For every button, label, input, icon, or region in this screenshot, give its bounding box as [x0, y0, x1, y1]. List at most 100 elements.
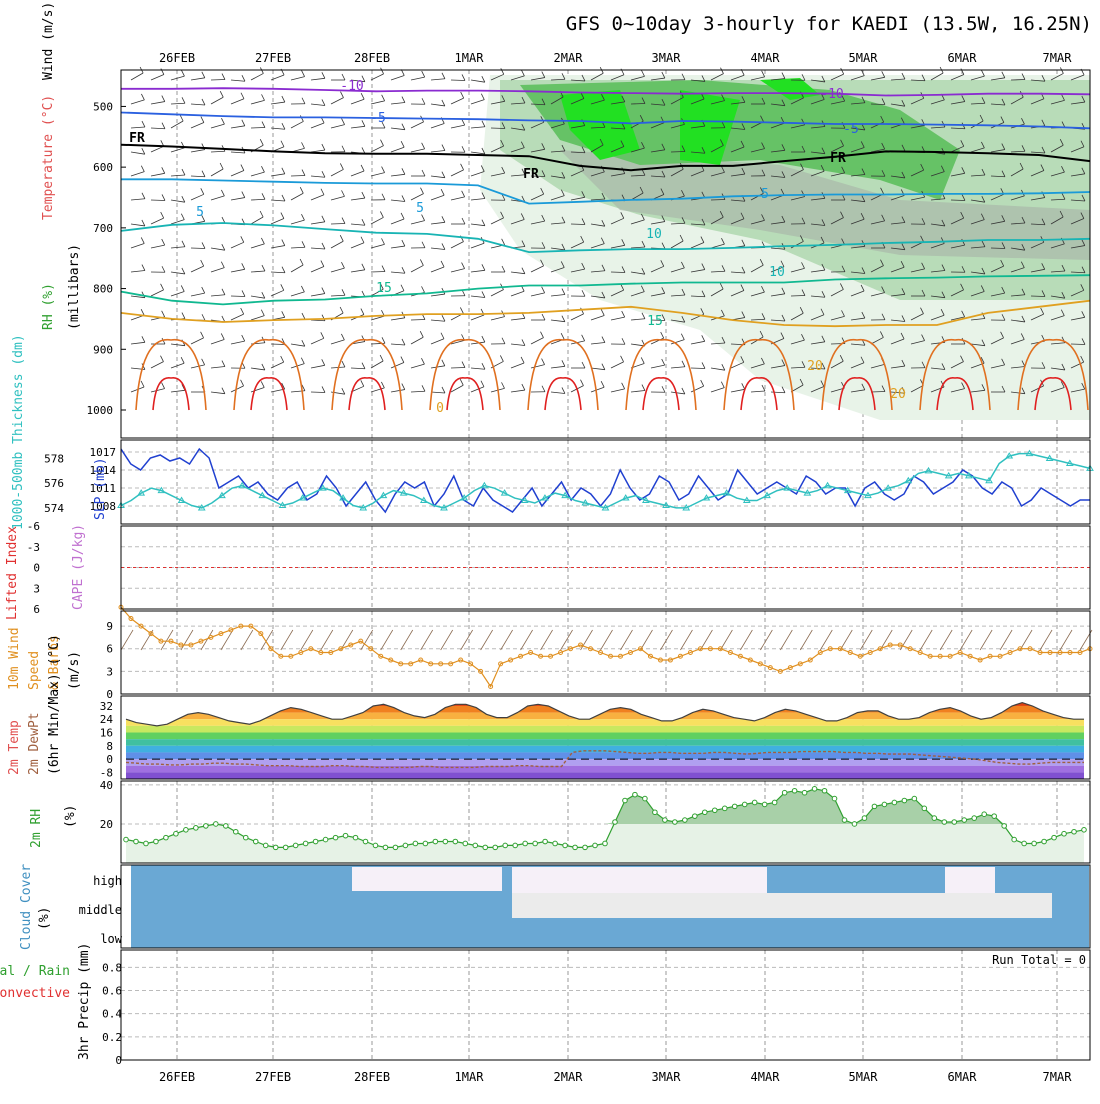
- rh-point: [683, 818, 688, 823]
- ua-ytick-label: 500: [93, 100, 113, 113]
- ua-label-wind: Wind (m/s): [41, 2, 56, 80]
- date-label-bottom: 6MAR: [948, 1070, 978, 1084]
- rh-point: [473, 843, 478, 848]
- slp-axis-label: 1000-500mb Thickness (dm): [11, 334, 26, 530]
- temp-color-band: [126, 772, 1084, 779]
- rh-point: [403, 843, 408, 848]
- rh-point: [573, 845, 578, 850]
- rh-point: [1012, 837, 1017, 842]
- rh-point: [493, 845, 498, 850]
- cloud-gap-mid: [512, 893, 1052, 918]
- rh-point: [942, 820, 947, 825]
- temp-label-line: 2m DewPt: [27, 712, 42, 775]
- rh-point: [772, 800, 777, 805]
- rh-point: [184, 828, 189, 833]
- rh-point: [693, 814, 698, 819]
- rh-point: [293, 843, 298, 848]
- rh-point: [912, 796, 917, 801]
- date-label-top: 7MAR: [1043, 51, 1073, 65]
- thk-ytick-label: 574: [44, 502, 64, 515]
- rh-point: [413, 841, 418, 846]
- contour-label: 5: [416, 201, 424, 216]
- rh-point: [802, 790, 807, 795]
- rh-point: [243, 835, 248, 840]
- rh-point: [872, 804, 877, 809]
- temp-color-band: [126, 739, 1084, 746]
- rh-point: [932, 816, 937, 821]
- rh-point: [842, 818, 847, 823]
- temp-label-line: 2m Temp: [7, 720, 22, 775]
- rh-point: [1062, 831, 1067, 836]
- rh-point: [134, 839, 139, 844]
- rh-ytick-label: 40: [100, 779, 113, 792]
- rh-point: [742, 802, 747, 807]
- rh-point: [373, 843, 378, 848]
- ua-ytick-label: 1000: [87, 404, 114, 417]
- precip-convective-label: Convective: [0, 986, 70, 1001]
- rh-point: [643, 796, 648, 801]
- slp-ytick-label: 1017: [90, 446, 117, 459]
- date-label-top: 3MAR: [652, 51, 682, 65]
- rh-point: [583, 845, 588, 850]
- rh-point: [433, 839, 438, 844]
- rh-point: [543, 839, 548, 844]
- precip-ytick-label: 0.8: [102, 961, 122, 974]
- cape-axis-label: CAPE (J/kg): [71, 524, 86, 610]
- date-label-top: 6MAR: [948, 51, 978, 65]
- temp-ytick-label: 0: [106, 753, 113, 766]
- date-label-top: 26FEB: [159, 51, 195, 65]
- contour-label: 10: [769, 265, 785, 280]
- rh-point: [343, 833, 348, 838]
- cloud-gap-high-3: [945, 867, 995, 893]
- cloud-layer-label: high: [93, 874, 122, 888]
- chart-title: GFS 0~10day 3-hourly for KAEDI (13.5W, 1…: [566, 13, 1092, 35]
- rh-point: [174, 831, 179, 836]
- rh-point: [563, 843, 568, 848]
- temp-color-band: [126, 733, 1084, 740]
- cloud-gap-high-2: [512, 867, 767, 893]
- wind-label-line: (m/s): [67, 651, 82, 690]
- date-label-top: 27FEB: [255, 51, 291, 65]
- rh-point: [553, 841, 558, 846]
- li-axis-label: Lifted Index: [5, 526, 20, 620]
- li-ytick-label: 3: [33, 582, 40, 595]
- contour-label: -10: [820, 87, 843, 102]
- rh-point: [253, 839, 258, 844]
- rh-point: [453, 839, 458, 844]
- contour-label: 0: [436, 401, 444, 416]
- rh-point: [882, 802, 887, 807]
- ua-label-millibars: (millibars): [67, 244, 82, 330]
- rh-point: [972, 816, 977, 821]
- rh-point: [283, 845, 288, 850]
- cloud-layer-label: middle: [79, 903, 122, 917]
- rh-point: [603, 841, 608, 846]
- slp-axis-label-right: SLP (mb): [93, 457, 108, 520]
- rh-point: [653, 810, 658, 815]
- rh-point: [673, 820, 678, 825]
- cloud-layer-label: low: [100, 932, 122, 946]
- rh-point: [922, 806, 927, 811]
- contour-label: 20: [890, 387, 906, 402]
- ua-ytick-label: 700: [93, 222, 113, 235]
- rh-point: [962, 818, 967, 823]
- wind-ytick-label: 6: [106, 643, 113, 656]
- rh-point: [752, 800, 757, 805]
- rh-label-unit: (%): [63, 805, 78, 828]
- ua-axis-label-mb: (millibars): [67, 244, 82, 330]
- date-label-bottom: 27FEB: [255, 1070, 291, 1084]
- date-label-bottom: 7MAR: [1043, 1070, 1073, 1084]
- rh-point: [862, 816, 867, 821]
- rh-point: [902, 798, 907, 803]
- temp-color-band: [126, 719, 1084, 726]
- rh-point: [722, 806, 727, 811]
- rh-point: [263, 843, 268, 848]
- temp-ytick-label: -8: [100, 766, 113, 779]
- rh-point: [423, 841, 428, 846]
- wind-ytick-label: 3: [106, 665, 113, 678]
- cloud-label: Cloud Cover: [19, 864, 34, 950]
- rh-point: [792, 788, 797, 793]
- rh-point: [214, 822, 219, 827]
- rh-ytick-label: 20: [100, 818, 113, 831]
- ua-ytick-label: 800: [93, 283, 113, 296]
- thk-ytick-label: 576: [44, 477, 64, 490]
